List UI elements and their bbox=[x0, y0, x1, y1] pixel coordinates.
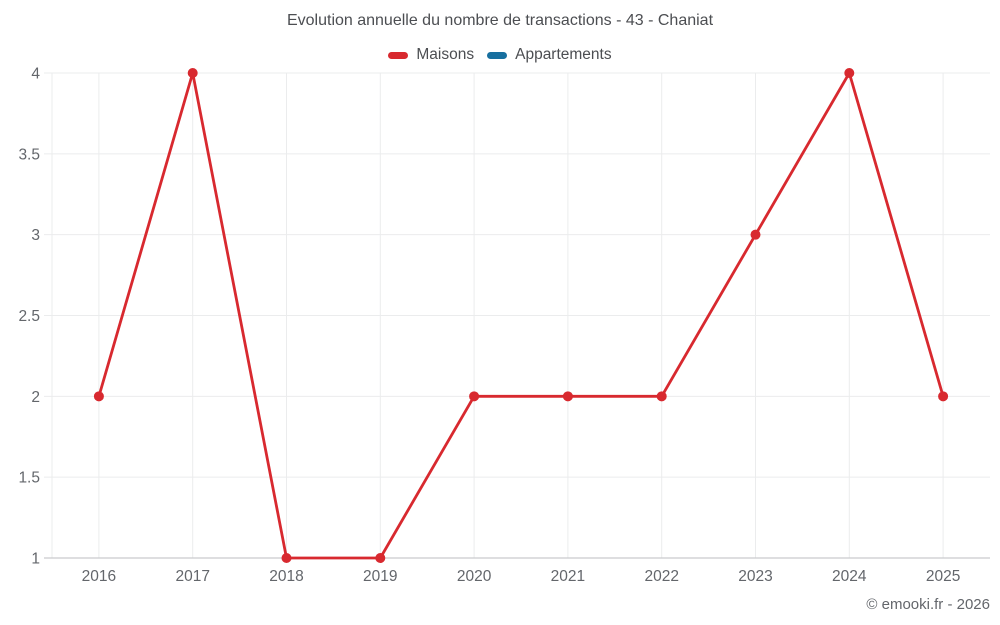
chart-legend: Maisons Appartements bbox=[0, 46, 1000, 64]
x-tick-label-2021: 2021 bbox=[551, 568, 585, 585]
y-tick-label-2.5: 2.5 bbox=[18, 308, 40, 325]
data-point-maisons-2023[interactable] bbox=[750, 229, 761, 240]
y-tick-label-3: 3 bbox=[31, 227, 40, 244]
data-point-maisons-2018[interactable] bbox=[281, 553, 292, 563]
legend-swatch-appartements-icon bbox=[487, 51, 508, 59]
x-tick-label-2018: 2018 bbox=[269, 568, 303, 585]
y-tick-label-3.5: 3.5 bbox=[18, 146, 40, 163]
legend-label-appartements: Appartements bbox=[515, 46, 612, 63]
data-point-maisons-2020[interactable] bbox=[469, 391, 480, 402]
data-point-maisons-2019[interactable] bbox=[375, 553, 386, 563]
legend-item-maisons[interactable]: Maisons bbox=[388, 46, 474, 64]
legend-swatch-maisons-icon bbox=[388, 51, 409, 59]
x-tick-label-2019: 2019 bbox=[363, 568, 397, 585]
x-tick-label-2023: 2023 bbox=[738, 568, 772, 585]
data-point-maisons-2022[interactable] bbox=[656, 391, 667, 402]
x-tick-label-2024: 2024 bbox=[832, 568, 867, 585]
x-tick-label-2022: 2022 bbox=[644, 568, 678, 585]
y-tick-label-4: 4 bbox=[31, 66, 40, 83]
data-point-maisons-2024[interactable] bbox=[844, 68, 855, 78]
x-tick-label-2025: 2025 bbox=[926, 568, 960, 585]
y-tick-label-2: 2 bbox=[31, 389, 40, 406]
y-tick-label-1.5: 1.5 bbox=[18, 470, 40, 487]
x-tick-label-2017: 2017 bbox=[175, 568, 209, 585]
legend-item-appartements[interactable]: Appartements bbox=[487, 46, 612, 64]
data-point-maisons-2025[interactable] bbox=[938, 391, 949, 402]
x-tick-label-2016: 2016 bbox=[82, 568, 116, 585]
legend-label-maisons: Maisons bbox=[416, 46, 475, 63]
y-tick-label-1: 1 bbox=[31, 551, 40, 568]
x-tick-label-2020: 2020 bbox=[457, 568, 492, 585]
copyright: © emooki.fr - 2026 bbox=[866, 596, 990, 613]
data-point-maisons-2021[interactable] bbox=[562, 391, 573, 402]
data-point-maisons-2017[interactable] bbox=[187, 68, 198, 78]
data-point-maisons-2016[interactable] bbox=[93, 391, 104, 402]
maisons-line bbox=[97, 71, 945, 560]
chart-title: Evolution annuelle du nombre de transact… bbox=[286, 12, 714, 29]
